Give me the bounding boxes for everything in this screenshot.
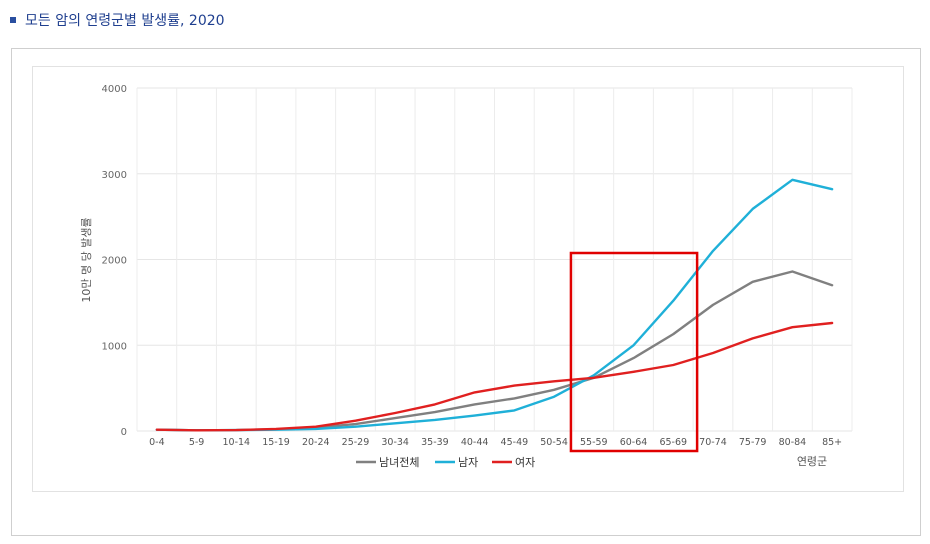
legend: 남녀전체 남자 여자	[356, 456, 535, 469]
x-axis-label: 연령군	[797, 455, 827, 468]
legend-label: 여자	[515, 456, 535, 469]
series-lines	[155, 178, 834, 432]
bullet-icon	[10, 17, 16, 23]
x-tick-label: 65-69	[659, 437, 687, 448]
x-tick-label: 35-39	[421, 437, 449, 448]
y-tick-label: 3000	[102, 170, 127, 181]
x-tick-label: 80-84	[779, 437, 807, 448]
grid-lines	[136, 87, 853, 432]
y-tick-label: 0	[121, 427, 127, 438]
x-tick-label: 75-79	[739, 437, 767, 448]
x-tick-label: 15-19	[262, 437, 290, 448]
page-title: 모든 암의 연령군별 발생률, 2020	[25, 13, 225, 29]
x-tick-label: 70-74	[699, 437, 727, 448]
y-axis-label: 10만 명 당 발생률	[80, 217, 93, 302]
x-tick-label: 60-64	[620, 437, 648, 448]
y-tick-label: 2000	[102, 256, 127, 267]
chart-frame	[32, 66, 904, 492]
x-tick-label: 20-24	[302, 437, 330, 448]
highlight-box	[569, 251, 699, 453]
y-axis-ticks: 0 1000 2000 3000 4000	[102, 84, 127, 438]
x-tick-label: 55-59	[580, 437, 608, 448]
x-tick-label: 30-34	[381, 437, 409, 448]
x-tick-label: 45-49	[501, 437, 529, 448]
x-tick-label: 50-54	[540, 437, 568, 448]
section-heading: 모든 암의 연령군별 발생률, 2020	[10, 8, 225, 32]
x-tick-label: 25-29	[342, 437, 370, 448]
x-tick-label: 10-14	[223, 437, 251, 448]
y-tick-label: 1000	[102, 341, 127, 352]
legend-label: 남녀전체	[379, 456, 419, 469]
series-line	[155, 321, 834, 432]
x-tick-label: 0-4	[149, 437, 165, 448]
y-tick-label: 4000	[102, 84, 127, 95]
x-tick-label: 5-9	[189, 437, 205, 448]
x-tick-label: 40-44	[461, 437, 489, 448]
x-axis-ticks: 0-4 5-9 10-14 15-19 20-24 25-29 30-34 35-39 40-4…	[149, 437, 842, 448]
legend-label: 남자	[458, 456, 478, 469]
x-tick-label: 85+	[822, 437, 842, 448]
